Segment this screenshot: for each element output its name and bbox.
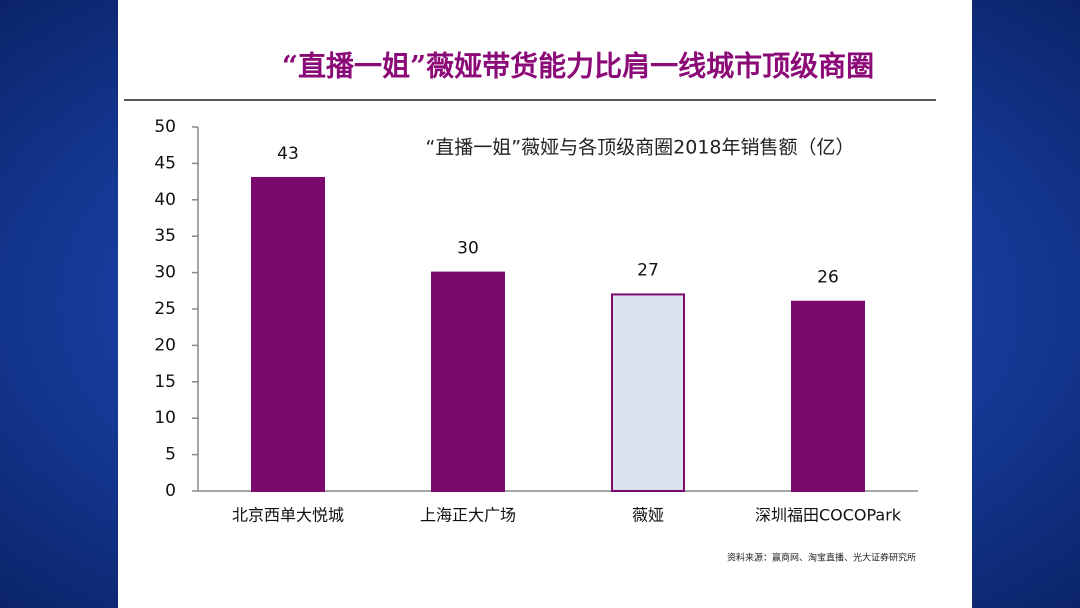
x-tick-label: 上海正大广场 bbox=[420, 506, 516, 525]
bar bbox=[611, 293, 685, 492]
y-tick-label: 35 bbox=[154, 226, 176, 246]
data-label: 30 bbox=[457, 239, 479, 259]
source-note: 资料来源：赢商网、淘宝直播、光大证券研究所 bbox=[727, 552, 916, 564]
y-tick-label: 50 bbox=[154, 117, 176, 137]
y-tick-label: 45 bbox=[154, 153, 176, 173]
y-tick-label: 10 bbox=[154, 408, 176, 428]
y-tick-label: 15 bbox=[154, 372, 176, 392]
y-tick-label: 25 bbox=[154, 299, 176, 319]
x-tick-label: 薇娅 bbox=[632, 506, 664, 525]
y-tick-label: 40 bbox=[154, 190, 176, 210]
y-tick-label: 20 bbox=[154, 335, 176, 355]
bar bbox=[791, 300, 865, 492]
bar bbox=[431, 271, 505, 492]
x-tick-label: 深圳福田COCOPark bbox=[755, 506, 902, 525]
y-tick-label: 0 bbox=[165, 481, 176, 501]
data-label: 43 bbox=[277, 144, 299, 164]
data-label: 27 bbox=[637, 260, 659, 280]
chart-title: “直播一姐”薇娅与各顶级商圈2018年销售额（亿） bbox=[425, 137, 854, 159]
y-tick-label: 5 bbox=[165, 445, 176, 465]
data-label: 26 bbox=[817, 268, 839, 288]
y-tick-label: 30 bbox=[154, 263, 176, 283]
bar bbox=[251, 176, 325, 493]
slide-title: “直播一姐”薇娅带货能力比肩一线城市顶级商圈 bbox=[282, 50, 874, 83]
x-tick-label: 北京西单大悦城 bbox=[232, 506, 344, 525]
